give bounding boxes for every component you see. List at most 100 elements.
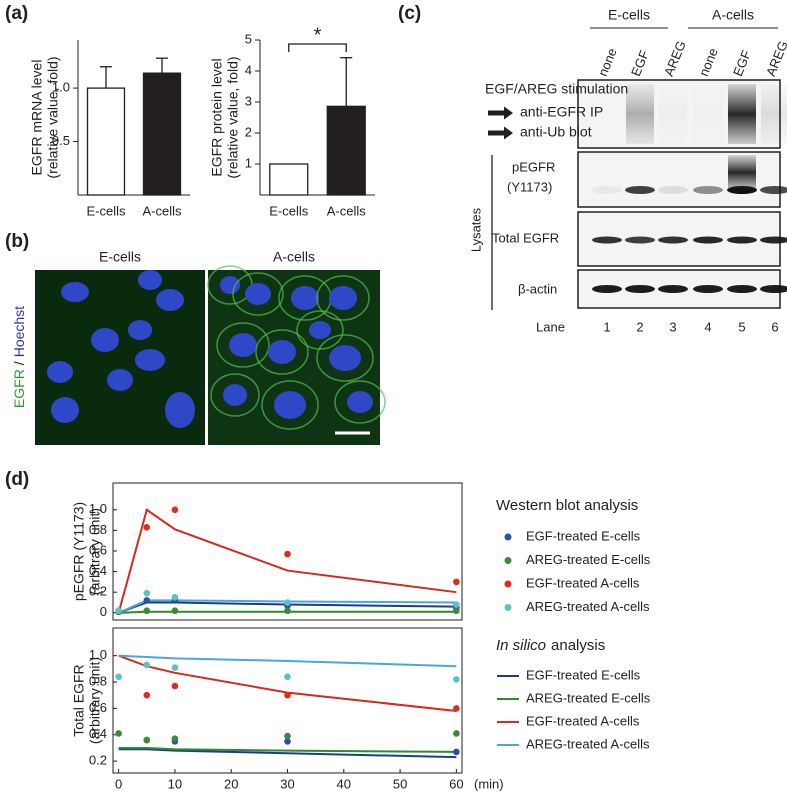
blot-band [592,285,622,293]
data-point [143,523,151,531]
blot-band [760,285,787,293]
nucleus [135,349,165,371]
stain-label-part: Hoechst [11,306,27,357]
nucleus [61,282,89,302]
legend-label: EGF-treated A-cells [526,575,640,590]
panel-label: (d) [5,469,29,490]
y-tick-label: 0.2 [89,753,107,768]
nucleus [347,391,373,413]
legend-label: AREG-treated A-cells [526,599,650,614]
model-line [117,508,457,614]
significance-bracket [288,43,347,52]
stain-label-part: / [11,361,27,365]
y-tick-label: 3 [245,93,252,108]
row-label: (Y1173) [507,179,552,194]
y-tick-label: 0.4 [89,563,107,578]
y-tick-label: 0.4 [89,726,107,741]
model-line [118,654,457,668]
lane-header: AREG [763,39,787,79]
x-tick-label: 50 [393,776,407,791]
blot-band [592,186,622,194]
lane-header: none [595,46,620,78]
x-tick-label: 0 [115,776,122,791]
y-tick-label: 0.6 [89,700,107,715]
bar [326,105,366,196]
cell-membrane [316,334,374,382]
cell-membrane [334,380,386,424]
arrow [488,106,513,120]
data-point [284,738,291,745]
blot-smear [728,84,756,144]
lane-number: 2 [636,319,643,334]
nucleus [274,391,306,419]
data-point [453,607,460,615]
legend-marker [504,557,512,564]
blot-band [693,236,723,244]
data-point [171,607,179,615]
nucleus [165,392,195,428]
nucleus [268,340,296,364]
y-tick-label: 0.6 [89,542,107,557]
data-point [453,578,460,586]
cell-membrane [316,275,370,321]
stimulation-label: EGF/AREG stimulation [485,81,628,97]
data-point [143,661,151,669]
blot-band [625,285,655,293]
nucleus [291,286,319,310]
model-line [118,654,457,713]
lysates-label: Lysates [468,207,483,252]
y-axis-label: (relative value, fold) [225,56,241,178]
data-point [284,732,291,740]
y-tick-label: 1 [245,155,252,170]
data-point [284,599,291,606]
blot-band [727,285,757,293]
y-tick-label: 0.8 [89,522,107,537]
blot-band [658,236,688,244]
data-point [453,601,460,608]
nucleus [223,384,247,406]
data-point [143,736,151,744]
cell-membrane [210,373,260,417]
legend-title-italic: In silico [496,637,546,654]
data-point [143,589,151,597]
step-label: anti-EGFR IP [520,104,603,120]
micrograph-title: A-cells [273,249,315,265]
nucleus [229,333,257,357]
nucleus [329,286,357,310]
nucleus [156,289,184,311]
data-point [115,730,122,737]
significance-mark: * [314,24,322,46]
legend-label: EGF-treated E-cells [526,528,641,543]
y-tick-label: 5 [245,31,252,46]
data-point [171,682,179,690]
blot-smear [626,84,654,144]
stain-label-part: EGFR [11,369,27,408]
bar [142,72,182,196]
cell-membrane [255,329,309,375]
cell-membrane [261,380,319,430]
y-tick-label: 1.0 [89,647,107,662]
y-tick-label: 0 [100,604,107,619]
model-line [118,746,457,753]
nucleus [107,369,133,391]
cell-membrane [232,272,284,316]
x-tick-label: 30 [280,776,294,791]
blot-band [658,285,688,293]
nucleus [128,320,152,340]
lane-header: none [696,46,721,78]
lane-number: 3 [669,319,676,334]
legend-marker [504,604,512,611]
nucleus [220,276,240,294]
y-axis-label: (relative value, fold) [45,56,61,178]
nucleus [51,397,79,423]
x-tick-label: 10 [168,776,182,791]
legend-label: EGF-treated E-cells [526,667,641,682]
cell-membrane [296,310,344,350]
nucleus [329,345,361,371]
plot-frame [112,482,463,621]
legend-label: EGF-treated A-cells [526,713,640,728]
y-tick-label: 0.2 [89,584,107,599]
y-axis-label: EGFR protein level [209,58,225,176]
legend-title: Western blot analysis [496,497,638,514]
data-point [284,691,291,699]
